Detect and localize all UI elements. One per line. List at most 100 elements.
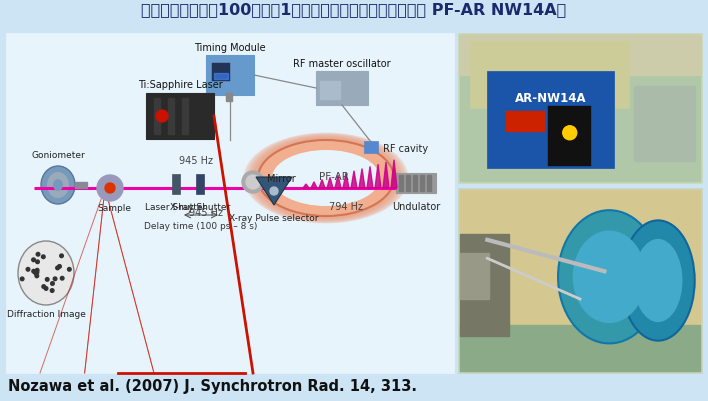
Ellipse shape <box>573 231 646 323</box>
Bar <box>168 99 174 135</box>
Text: Mirror: Mirror <box>267 174 296 184</box>
Circle shape <box>32 258 35 262</box>
Circle shape <box>32 270 35 273</box>
Bar <box>146 94 214 140</box>
Circle shape <box>26 268 30 271</box>
Ellipse shape <box>255 139 397 218</box>
Polygon shape <box>335 176 341 188</box>
Text: PF-AR: PF-AR <box>319 172 349 182</box>
Bar <box>172 174 180 194</box>
Text: Goniometer: Goniometer <box>31 151 85 160</box>
Ellipse shape <box>272 151 380 207</box>
Text: Ti:Sapphire Laser: Ti:Sapphire Laser <box>137 80 222 90</box>
Text: 945 Hz: 945 Hz <box>179 156 213 166</box>
Bar <box>399 176 403 192</box>
Bar <box>364 142 378 154</box>
Text: 794 Hz: 794 Hz <box>329 201 363 211</box>
Circle shape <box>45 278 49 282</box>
Circle shape <box>67 268 71 271</box>
Text: 分子・原子構造の100億分の1秒コマ撮り撮影装置（高エネ研 PF-AR NW14A）: 分子・原子構造の100億分の1秒コマ撮り撮影装置（高エネ研 PF-AR NW14… <box>142 2 566 18</box>
Polygon shape <box>319 180 325 188</box>
Circle shape <box>42 285 45 289</box>
Ellipse shape <box>253 138 399 219</box>
Circle shape <box>563 126 577 140</box>
Polygon shape <box>391 160 397 188</box>
Bar <box>460 325 700 371</box>
Circle shape <box>270 188 278 196</box>
Ellipse shape <box>254 139 398 219</box>
Polygon shape <box>367 167 373 188</box>
Polygon shape <box>359 169 365 188</box>
Ellipse shape <box>244 134 408 223</box>
Circle shape <box>35 269 39 272</box>
Circle shape <box>21 277 24 281</box>
Ellipse shape <box>41 166 75 205</box>
Circle shape <box>59 254 63 258</box>
Text: RF cavity: RF cavity <box>383 144 428 154</box>
Circle shape <box>105 184 115 194</box>
Bar <box>75 182 87 188</box>
Bar <box>320 82 340 100</box>
Polygon shape <box>311 182 317 188</box>
Polygon shape <box>256 178 292 205</box>
Circle shape <box>246 176 260 190</box>
Circle shape <box>50 289 54 293</box>
Circle shape <box>42 255 45 259</box>
Polygon shape <box>383 162 389 188</box>
Circle shape <box>51 282 55 286</box>
Bar <box>460 36 700 182</box>
Bar <box>214 74 228 80</box>
Bar <box>182 99 188 135</box>
Ellipse shape <box>258 141 394 217</box>
Circle shape <box>44 287 48 291</box>
Bar <box>320 82 340 100</box>
Polygon shape <box>351 171 357 188</box>
Ellipse shape <box>634 239 683 322</box>
Bar <box>460 235 509 336</box>
Bar <box>396 174 436 194</box>
Text: Sample: Sample <box>97 203 131 213</box>
Ellipse shape <box>252 138 400 219</box>
Bar <box>460 253 489 299</box>
Text: AR-NW14A: AR-NW14A <box>515 92 586 105</box>
Ellipse shape <box>622 221 695 341</box>
Bar <box>458 188 702 373</box>
Text: Delay time (100 ps – 8 s): Delay time (100 ps – 8 s) <box>144 221 258 231</box>
Circle shape <box>97 176 123 201</box>
Text: 945 Hz: 945 Hz <box>189 207 223 217</box>
Bar <box>487 71 614 168</box>
Bar <box>413 176 417 192</box>
Ellipse shape <box>257 140 395 217</box>
Ellipse shape <box>256 140 396 217</box>
Bar <box>548 106 591 166</box>
Bar <box>470 41 629 109</box>
Bar <box>6 34 454 373</box>
Polygon shape <box>303 184 309 188</box>
Polygon shape <box>343 174 349 188</box>
Circle shape <box>35 260 40 264</box>
Bar <box>206 56 254 96</box>
Bar <box>458 34 702 184</box>
Text: Timing Module: Timing Module <box>194 43 266 53</box>
Bar <box>316 72 368 106</box>
Text: Undulator: Undulator <box>392 201 440 211</box>
Ellipse shape <box>248 136 404 221</box>
Text: Nozawa et al. (2007) J. Synchrotron Rad. 14, 313.: Nozawa et al. (2007) J. Synchrotron Rad.… <box>8 378 417 393</box>
Ellipse shape <box>247 135 405 222</box>
Text: RF master oscillator: RF master oscillator <box>293 59 391 69</box>
Circle shape <box>156 111 168 123</box>
Circle shape <box>36 253 40 256</box>
Ellipse shape <box>245 134 407 223</box>
Ellipse shape <box>250 137 402 221</box>
Ellipse shape <box>251 137 401 220</box>
Bar <box>212 64 230 82</box>
Ellipse shape <box>558 211 661 344</box>
Text: X-ray Shutter: X-ray Shutter <box>170 203 230 211</box>
Bar <box>420 176 424 192</box>
Circle shape <box>242 172 264 194</box>
Bar <box>154 99 160 135</box>
Bar <box>427 176 431 192</box>
Ellipse shape <box>53 180 63 192</box>
Ellipse shape <box>249 136 403 221</box>
Circle shape <box>53 277 57 281</box>
